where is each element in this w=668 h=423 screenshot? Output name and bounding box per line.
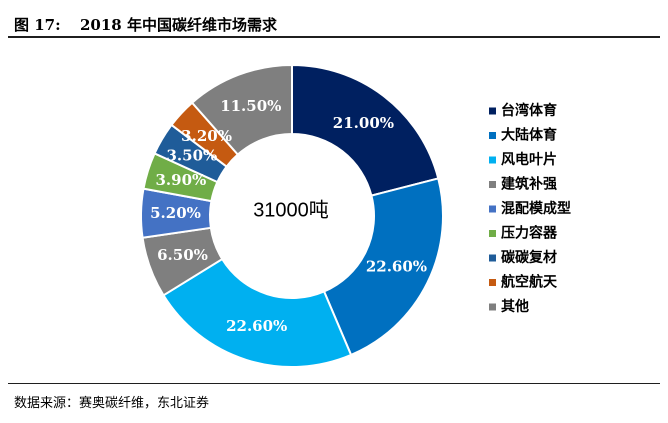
slice-label-2: 22.60% [366, 258, 427, 276]
legend-swatch-1 [489, 107, 496, 115]
slice-label-9: 11.50% [220, 97, 281, 115]
legend-label-1: 台湾体育 [501, 102, 557, 119]
legend-label-3: 风电叶片 [501, 151, 557, 168]
slice-label-4: 6.50% [157, 246, 208, 264]
slice-label-5: 5.20% [150, 204, 201, 222]
legend-label-6: 压力容器 [501, 225, 558, 242]
legend-swatch-8 [489, 279, 496, 286]
legend-label-2: 大陆体育 [501, 127, 557, 144]
legend-swatch-6 [489, 230, 496, 237]
donut-slices [140, 63, 444, 368]
footer-divider [8, 383, 660, 384]
legend-swatch-5 [489, 205, 496, 213]
legend-label-9: 其他 [501, 298, 529, 315]
slice-label-7: 3.50% [167, 146, 218, 164]
figure-title-bar: 图 17: 2018 年中国碳纤维市场需求 [8, 14, 660, 38]
legend-swatch-7 [489, 254, 496, 262]
figure-title: 2018 年中国碳纤维市场需求 [80, 16, 277, 34]
slice-label-8: 3.20% [181, 127, 232, 145]
slice-9 [190, 63, 293, 156]
legend-swatch-3 [489, 156, 496, 164]
legend-label-7: 碳碳复材 [501, 249, 557, 266]
slice-3 [162, 257, 353, 368]
legend-swatch-4 [489, 181, 496, 188]
legend-swatch-9 [489, 303, 496, 311]
legend-label-5: 混配模成型 [501, 200, 571, 217]
slice-2 [322, 177, 444, 357]
slice-labels: 21.00% 22.60% 22.60% 6.50% 5.20% 3.90% 3.50%3.… [150, 97, 427, 335]
legend-label-8: 航空航天 [501, 274, 558, 291]
legend-swatch-2 [489, 132, 496, 139]
slice-1 [291, 63, 440, 197]
figure-number: 图 17: [14, 16, 61, 34]
legend-label-4: 建筑补强 [501, 176, 557, 193]
slice-label-3: 22.60% [226, 317, 287, 335]
slice-label-1: 21.00% [333, 114, 394, 132]
center-label: 31000吨 [253, 198, 329, 221]
data-source: 数据来源：赛奥碳纤维，东北证券 [14, 396, 210, 411]
slice-label-6: 3.90% [155, 171, 206, 189]
